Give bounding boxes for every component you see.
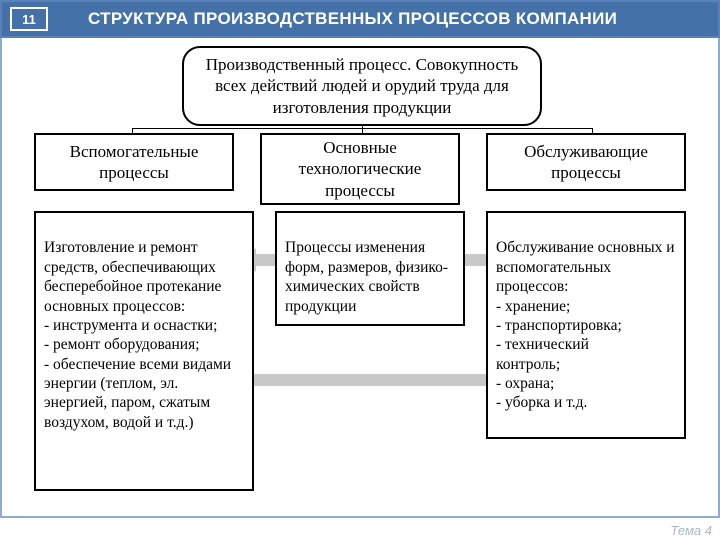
top-box-text: Производственный процесс. Совокупность в… — [206, 55, 518, 117]
column-desc: Изготовление и ремонт средств, обеспечив… — [44, 239, 231, 430]
slide-title: СТРУКТУРА ПРОИЗВОДСТВЕННЫХ ПРОЦЕССОВ КОМ… — [88, 9, 617, 29]
column-title: Вспомогательные процессы — [44, 141, 224, 184]
column-desc: Обслуживание основных и вспомогательных … — [496, 239, 675, 411]
column-title-box: Вспомогательные процессы — [34, 133, 234, 191]
titles-row: Вспомогательные процессы Основные технол… — [34, 133, 686, 205]
column-title: Основные технологические процессы — [270, 137, 450, 201]
descriptions-row: Изготовление и ремонт средств, обеспечив… — [34, 211, 686, 491]
column-desc-box: Обслуживание основных и вспомогательных … — [486, 211, 686, 439]
slide-number-box: 11 — [10, 7, 48, 31]
column-title: Обслуживающие процессы — [496, 141, 676, 184]
top-process-box: Производственный процесс. Совокупность в… — [182, 46, 542, 126]
slide-header: 11 СТРУКТУРА ПРОИЗВОДСТВЕННЫХ ПРОЦЕССОВ … — [0, 0, 720, 38]
column-title-box: Обслуживающие процессы — [486, 133, 686, 191]
column-title-box: Основные технологические процессы — [260, 133, 460, 205]
column-desc: Процессы изменения форм, размеров, физик… — [285, 239, 448, 314]
column-desc-box: Изготовление и ремонт средств, обеспечив… — [34, 211, 254, 491]
slide-number: 11 — [22, 12, 36, 27]
footer-text: Тема 4 — [670, 523, 712, 538]
column-desc-box: Процессы изменения форм, размеров, физик… — [275, 211, 465, 326]
diagram-canvas: Производственный процесс. Совокупность в… — [0, 38, 720, 518]
